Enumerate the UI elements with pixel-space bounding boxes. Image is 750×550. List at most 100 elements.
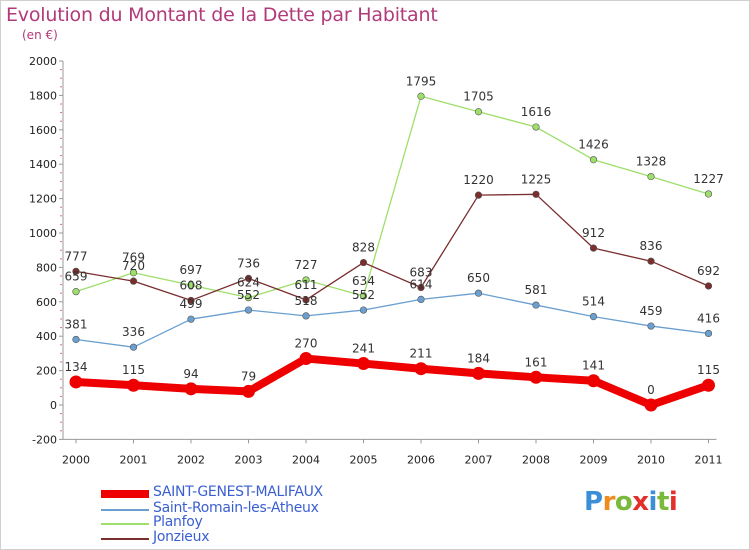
data-point[interactable] [529,370,543,384]
data-point[interactable] [359,258,368,267]
data-label: 518 [295,294,318,308]
data-point[interactable] [417,283,425,292]
x-tick-label: 2010 [637,453,665,466]
y-tick-label: 800 [36,261,57,274]
data-point[interactable] [302,276,310,284]
data-point[interactable] [69,375,83,389]
data-point[interactable] [589,312,598,321]
data-point[interactable] [702,378,715,392]
proxiti-logo: Proxiti [584,487,678,517]
x-tick-label: 2006 [407,453,435,466]
data-label: 1225 [521,172,552,186]
data-point[interactable] [532,190,540,198]
data-point[interactable] [414,362,428,376]
data-point[interactable] [184,382,198,396]
x-tick-label: 2003 [235,453,263,466]
data-point[interactable] [704,190,713,198]
data-label: 1795 [406,74,437,88]
legend-label: Planfoy [153,514,203,530]
x-tick-label: 2008 [522,453,550,466]
data-point[interactable] [357,357,370,371]
data-label: 1616 [521,105,552,119]
y-tick-label: -200 [32,433,57,446]
data-label: 634 [352,274,375,288]
data-point[interactable] [127,378,140,392]
data-point[interactable] [299,352,313,366]
legend-swatch [101,490,149,498]
data-point[interactable] [187,281,195,289]
data-label: 161 [525,355,548,369]
data-point[interactable] [417,92,425,100]
logo-letter: i [648,487,658,517]
data-label: 736 [237,256,260,270]
y-tick-label: 200 [36,365,57,378]
data-point[interactable] [647,172,655,181]
data-point[interactable] [589,244,598,252]
data-point[interactable] [532,301,540,309]
x-tick-label: 2000 [62,453,90,466]
data-point[interactable] [359,292,368,300]
data-point[interactable] [72,267,80,275]
data-label: 1705 [463,90,494,104]
series-line-planfoy [75,95,710,299]
legend-swatch [101,538,149,540]
data-label: 727 [295,258,318,272]
x-tick-label: 2004 [292,453,320,466]
legend-label: Saint-Romain-les-Atheux [153,500,319,516]
data-point[interactable] [532,123,540,131]
logo-letter: P [584,487,603,517]
data-point[interactable] [187,315,195,323]
data-point[interactable] [704,329,713,338]
data-point[interactable] [589,156,598,164]
data-point[interactable] [647,257,655,265]
data-label: 611 [295,278,318,292]
data-point[interactable] [242,384,255,398]
data-label: 552 [237,288,260,302]
data-point[interactable] [704,282,713,290]
data-label: 94 [183,367,198,381]
x-tick-label: 2001 [120,453,148,466]
data-point[interactable] [474,191,483,199]
data-label: 381 [65,317,88,331]
data-label: 141 [582,359,605,373]
data-point[interactable] [129,277,138,285]
data-label: 769 [122,251,145,265]
legend-label: SAINT-GENEST-MALIFAUX [153,484,323,500]
logo-letter: o [614,487,633,517]
data-point[interactable] [244,274,253,283]
data-point[interactable] [244,306,253,314]
logo-letter: r [602,487,616,517]
y-tick-label: 600 [36,296,57,309]
data-label: 828 [352,241,375,255]
x-tick-label: 2009 [580,453,608,466]
y-tick-label: 1400 [29,158,57,171]
data-point[interactable] [244,294,253,302]
data-point[interactable] [587,374,600,388]
data-label: 912 [582,226,605,240]
data-point[interactable] [359,306,368,314]
data-point[interactable] [472,366,485,380]
data-point[interactable] [72,288,80,296]
data-label: 184 [467,351,490,365]
data-point[interactable] [129,269,138,277]
data-point[interactable] [417,295,425,303]
data-point[interactable] [644,398,658,412]
legend-swatch [101,523,149,525]
chart-subtitle: (en €) [22,28,58,42]
data-point[interactable] [474,108,483,116]
x-tick-label: 2007 [465,453,493,466]
data-label: 134 [65,360,88,374]
data-label: 692 [697,264,720,278]
data-point[interactable] [302,312,310,320]
data-point[interactable] [129,343,138,351]
data-label: 499 [180,297,203,311]
data-label: 608 [180,278,203,292]
data-label: 624 [237,276,260,290]
data-point[interactable] [302,296,310,304]
logo-letter: i [668,487,678,517]
data-point[interactable] [187,296,195,305]
data-point[interactable] [474,289,483,297]
y-tick-label: 1000 [29,227,57,240]
data-point[interactable] [647,322,655,330]
data-point[interactable] [72,335,80,344]
